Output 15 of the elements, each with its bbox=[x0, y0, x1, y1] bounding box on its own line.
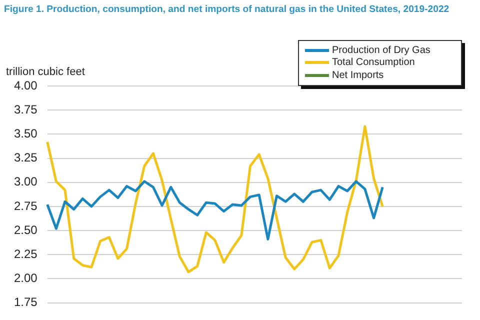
y-tick-label: 1.75 bbox=[14, 295, 38, 310]
y-axis-title: trillion cubic feet bbox=[6, 66, 85, 78]
y-tick-label: 2.50 bbox=[14, 222, 38, 237]
y-tick-label: 2.25 bbox=[14, 246, 38, 261]
legend-label: Total Consumption bbox=[332, 57, 415, 68]
y-tick-label: 4.00 bbox=[14, 78, 38, 92]
legend-label: Production of Dry Gas bbox=[332, 44, 430, 56]
y-tick-label: 3.00 bbox=[14, 174, 38, 189]
y-tick-label: 3.50 bbox=[14, 126, 38, 140]
legend-label: Net Imports bbox=[332, 70, 384, 81]
chart-title: Figure 1. Production, consumption, and net imports of natural gas in the United States, 2019-2022 bbox=[4, 4, 450, 15]
y-tick-label: 2.75 bbox=[14, 198, 38, 213]
y-tick-label: 2.00 bbox=[14, 271, 38, 286]
y-tick-label: 3.75 bbox=[14, 102, 38, 116]
y-tick-label: 3.25 bbox=[14, 150, 38, 165]
